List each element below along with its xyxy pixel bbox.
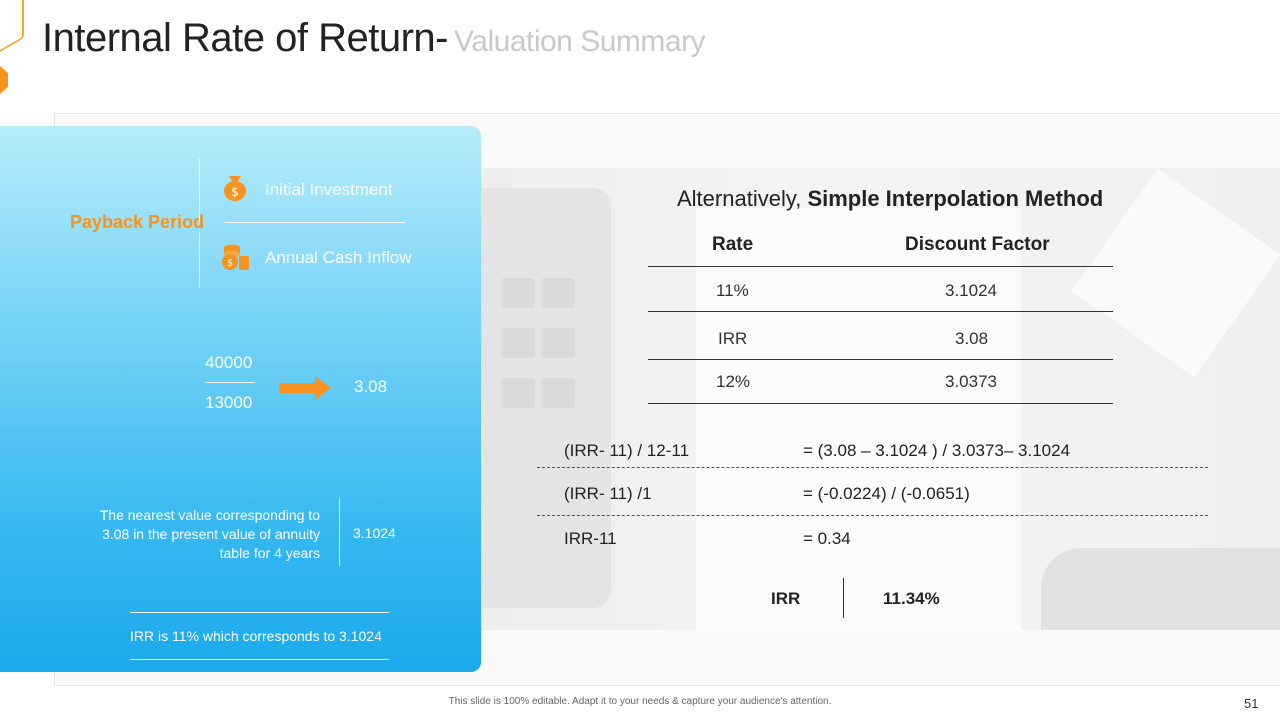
table-cell-factor: 3.1024 — [945, 281, 997, 300]
method-heading-bold: Simple Interpolation Method — [807, 186, 1104, 211]
title-main: Internal Rate of Return- — [42, 16, 449, 60]
numerator-value: 40000 — [205, 353, 253, 372]
table-cell-factor: 3.0373 — [945, 372, 997, 391]
irr-result-value: 11.34% — [883, 589, 940, 608]
footer-note: This slide is 100% editable. Adapt it to… — [448, 696, 832, 707]
calc-left: IRR-11 — [564, 529, 617, 548]
photo-key — [541, 278, 575, 308]
table-rule — [648, 359, 1113, 360]
irr-result-divider — [843, 578, 844, 618]
column-header-discount-factor: Discount Factor — [905, 234, 1050, 255]
fraction-line — [205, 382, 255, 383]
calc-divider — [537, 515, 1208, 516]
table-cell-factor: 3.08 — [955, 329, 989, 348]
method-heading: Alternatively, Simple Interpolation Meth… — [677, 186, 1103, 212]
divider-vertical — [199, 232, 200, 288]
table-rule — [648, 266, 1113, 267]
photo-key — [501, 278, 535, 308]
table-cell-rate: 12% — [716, 372, 751, 391]
photo-hand — [1041, 548, 1280, 630]
nearest-value: 3.1024 — [353, 525, 396, 541]
column-header-rate: Rate — [712, 234, 754, 255]
method-heading-prefix: Alternatively, — [677, 186, 802, 211]
divider-horizontal — [130, 612, 389, 613]
annual-cash-inflow-label: Annual Cash Inflow — [265, 248, 412, 267]
irr-result-label: IRR — [771, 589, 801, 608]
table-rule — [648, 403, 1113, 404]
divider-vertical — [199, 158, 200, 222]
calc-right: = 0.34 — [803, 529, 851, 548]
payback-result: 3.08 — [354, 377, 388, 396]
irr-note: IRR is 11% which corresponds to 3.1024 — [130, 628, 382, 644]
calc-right: = (3.08 – 3.1024 ) / 3.0373– 3.1024 — [803, 441, 1071, 460]
divider-horizontal — [225, 222, 405, 223]
table-cell-rate: IRR — [718, 329, 748, 348]
calc-left: (IRR- 11) /1 — [564, 484, 652, 503]
denominator-value: 13000 — [205, 393, 253, 412]
title-subtitle: Valuation Summary — [454, 25, 706, 58]
table-cell-rate: 11% — [716, 281, 749, 300]
photo-key — [541, 378, 575, 408]
calc-right: = (-0.0224) / (-0.0651) — [803, 484, 970, 503]
payback-panel — [0, 126, 481, 672]
money-bag-icon: $ — [224, 176, 246, 201]
divider-horizontal — [130, 659, 389, 660]
frame-border-bottom — [54, 685, 1280, 686]
table-rule — [648, 311, 1113, 312]
photo-paper — [696, 208, 1021, 630]
background-photo — [481, 168, 1280, 630]
payback-period-label: Payback Period — [70, 212, 205, 232]
calc-left: (IRR- 11) / 12-11 — [564, 441, 690, 460]
svg-text:$: $ — [231, 185, 239, 199]
divider-vertical — [339, 498, 340, 566]
arrow-right-icon — [279, 376, 331, 400]
initial-investment-label: Initial Investment — [265, 180, 393, 199]
photo-key — [541, 328, 575, 358]
nearest-value-text: The nearest value corresponding to 3.08 … — [99, 507, 320, 561]
coins-icon: $ — [222, 244, 249, 270]
page-number: 51 — [1244, 696, 1259, 711]
page-title: Internal Rate of Return- Valuation Summar… — [42, 16, 706, 61]
hexagon-decoration — [0, 66, 8, 94]
corner-decoration — [0, 0, 24, 53]
frame-border-top — [54, 113, 1280, 114]
calc-divider — [537, 467, 1208, 468]
photo-key — [501, 378, 535, 408]
photo-key — [501, 328, 535, 358]
svg-text:$: $ — [227, 258, 233, 269]
